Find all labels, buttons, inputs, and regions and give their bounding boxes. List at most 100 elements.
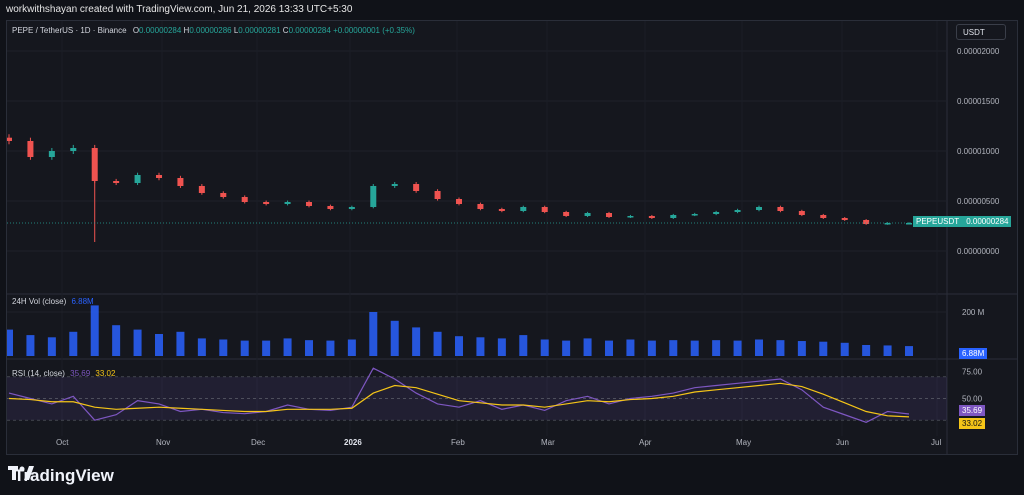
price-tag-value: 0.00000284 — [966, 217, 1009, 226]
time-axis-label: Feb — [451, 438, 465, 447]
candle-body — [27, 141, 34, 157]
candle-body — [798, 211, 805, 215]
volume-bar — [647, 340, 656, 356]
candle-body — [48, 151, 55, 157]
low-value: 0.00000281 — [238, 26, 281, 35]
candle-body — [241, 197, 248, 202]
candle-body — [841, 218, 848, 220]
footer: TradingView — [0, 458, 1024, 495]
candle-body — [563, 212, 570, 216]
candle-body — [456, 199, 462, 204]
rsi-legend: RSI (14, close) 35.69 33.02 — [12, 369, 115, 378]
candle-body — [627, 216, 634, 218]
low-label: L — [233, 26, 239, 35]
volume-bar — [155, 334, 163, 356]
rsi-axis-label: 50.00 — [962, 395, 983, 404]
symbol-name: PEPE / TetherUS · 1D · Binance — [12, 26, 127, 35]
volume-bar — [540, 339, 549, 356]
attribution-bar: workwithshayan created with TradingView.… — [0, 0, 1024, 20]
volume-tag-value: 6.88M — [962, 349, 985, 358]
time-axis-label: May — [736, 438, 751, 447]
candle-body — [477, 204, 484, 209]
tradingview-brand: TradingView — [14, 466, 114, 485]
rsi-axis-label: 75.00 — [962, 367, 983, 376]
rsi-ma-tag: 33.02 — [959, 418, 986, 429]
candle-body — [520, 207, 527, 211]
candle-body — [306, 202, 312, 206]
volume-label: 24H Vol (close) — [12, 297, 67, 306]
volume-bar — [390, 320, 399, 356]
close-label: C — [282, 26, 289, 35]
volume-bar — [347, 339, 356, 356]
candle-body — [7, 137, 12, 141]
price-axis-label: 0.00001000 — [957, 147, 1000, 156]
volume-bar — [562, 340, 571, 356]
rsi-ma-tag-value: 33.02 — [962, 419, 983, 428]
volume-bar — [455, 336, 463, 356]
volume-bar — [862, 345, 871, 356]
volume-bar — [69, 331, 78, 356]
volume-bar — [369, 312, 378, 356]
price-axis-label: 0.00000000 — [957, 247, 1000, 256]
volume-bar — [262, 340, 271, 356]
rsi-tag-value: 35.69 — [962, 406, 983, 415]
candle-body — [820, 215, 827, 218]
volume-bar — [712, 340, 721, 356]
high-label: H — [183, 26, 190, 35]
volume-bar — [733, 340, 742, 356]
volume-bar — [669, 340, 678, 356]
candle-body — [498, 209, 505, 211]
price-axis-label: 0.00002000 — [957, 47, 1000, 56]
volume-bar — [240, 340, 249, 356]
volume-bar — [840, 342, 849, 356]
currency-button[interactable]: USDT — [956, 24, 1006, 40]
volume-bar — [497, 338, 506, 356]
time-axis-label: Dec — [251, 438, 265, 447]
volume-bar — [626, 339, 635, 356]
volume-tag: 6.88M — [959, 348, 988, 359]
volume-bar — [47, 337, 56, 356]
rsi-value: 35.69 — [70, 369, 91, 378]
open-value: 0.00000284 — [139, 26, 182, 35]
volume-bar — [905, 346, 913, 356]
volume-bar — [476, 337, 485, 356]
candle-body — [584, 213, 591, 216]
price-axis-label: 0.00000500 — [957, 197, 1000, 206]
candle-body — [884, 223, 891, 225]
close-value: 0.00000284 — [288, 26, 331, 35]
time-axis-label: Jun — [836, 438, 849, 447]
volume-bar — [776, 340, 785, 356]
volume-legend: 24H Vol (close) 6.88M — [12, 297, 94, 306]
candle-body — [734, 210, 741, 212]
chart-canvas[interactable]: 0.00000000 0.00000500 0.00001000 0.00001500… — [7, 21, 1017, 454]
candle-body — [177, 178, 184, 186]
rsi-label: RSI (14, close) — [12, 369, 65, 378]
tradingview-logo[interactable]: TradingView — [8, 466, 114, 486]
candle-body — [541, 207, 548, 212]
volume-bar — [690, 340, 699, 356]
candle-body — [863, 220, 870, 224]
candle-body — [756, 207, 762, 210]
candle-body — [434, 191, 441, 199]
volume-bar — [412, 327, 421, 356]
volume-bar — [283, 338, 292, 356]
volume-bar — [7, 329, 13, 356]
volume-bar — [605, 340, 613, 356]
volume-bar — [219, 339, 228, 356]
attribution-text: workwithshayan created with TradingView.… — [6, 4, 353, 15]
rsi-line — [8, 367, 910, 423]
volume-bar — [176, 331, 185, 356]
symbol-legend: PEPE / TetherUS · 1D · Binance O0.000002… — [12, 26, 415, 35]
candle-body — [113, 181, 120, 183]
price-axis-label: 0.00001500 — [957, 97, 1000, 106]
volume-bar — [26, 335, 35, 356]
candle-body — [777, 207, 784, 211]
candle-body — [198, 186, 205, 193]
chart-area[interactable]: 0.00000000 0.00000500 0.00001000 0.00001500… — [6, 20, 1018, 455]
candle-body — [134, 175, 141, 183]
candle-body — [263, 202, 270, 204]
volume-bar — [883, 345, 892, 356]
time-axis-label: Mar — [541, 438, 555, 447]
candle-body — [327, 206, 334, 209]
candle-body — [413, 184, 420, 191]
